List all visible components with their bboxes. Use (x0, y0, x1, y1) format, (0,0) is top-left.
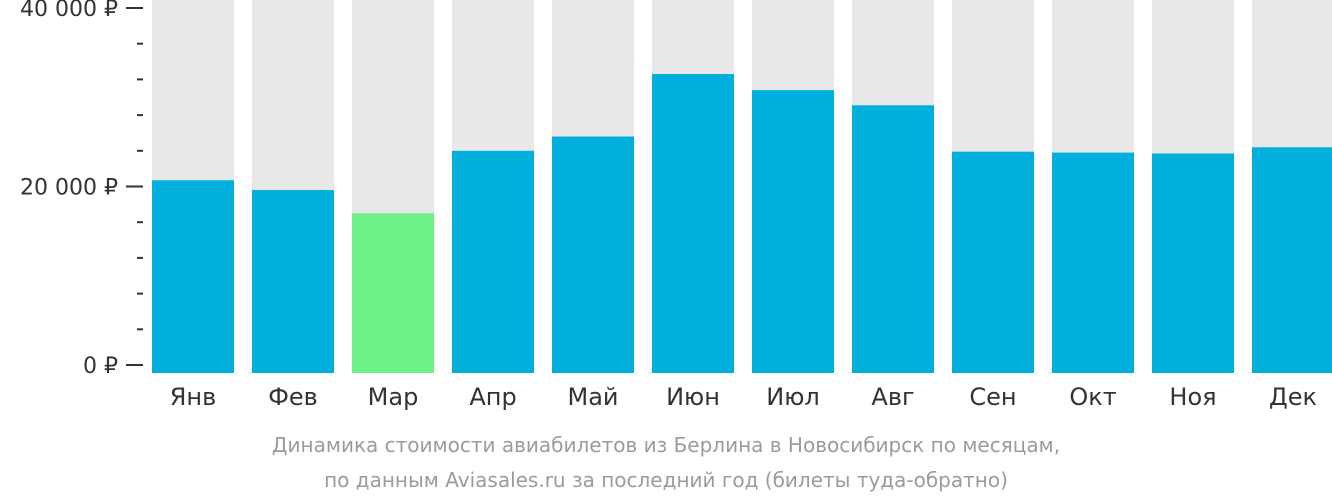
bar (1052, 152, 1134, 373)
bar (1252, 147, 1332, 373)
bar (852, 105, 934, 373)
bar-cheapest (352, 213, 434, 373)
price-bar-chart: 0 ₽ 20 000 ₽ 40 000 ₽ Янв Фев Мар Апр Май Июн Ию… (20, 0, 1332, 411)
bar (552, 136, 634, 373)
bars (152, 0, 1332, 374)
x-tick-label: Окт (1069, 383, 1116, 411)
x-tick-label: Дек (1269, 383, 1317, 411)
x-tick-label: Апр (469, 383, 516, 411)
x-tick-label: Авг (871, 383, 914, 411)
bar (1152, 153, 1234, 373)
x-axis: Янв Фев Мар Апр Май Июн Июл Авг Сен Окт Ноя Дек (170, 383, 1317, 411)
x-tick-label: Ноя (1169, 383, 1216, 411)
y-tick-label: 20 000 ₽ (20, 176, 118, 201)
x-tick-label: Янв (170, 383, 217, 411)
y-axis: 0 ₽ 20 000 ₽ 40 000 ₽ (20, 0, 143, 379)
chart-caption-line-1: Динамика стоимости авиабилетов из Берлин… (271, 433, 1061, 457)
x-tick-label: Мар (368, 383, 419, 411)
chart-caption-line-2: по данным Aviasales.ru за последний год … (324, 468, 1008, 492)
bar (152, 180, 234, 373)
x-tick-label: Сен (969, 383, 1016, 411)
bar (452, 150, 534, 373)
bar (952, 151, 1034, 373)
y-tick-label: 0 ₽ (83, 354, 118, 379)
bar (752, 90, 834, 374)
x-tick-label: Май (567, 383, 618, 411)
bar (652, 74, 734, 374)
bar (252, 190, 334, 373)
x-tick-label: Фев (268, 383, 318, 411)
x-tick-label: Июн (666, 383, 720, 411)
x-tick-label: Июл (766, 383, 820, 411)
y-tick-label: 40 000 ₽ (20, 0, 118, 22)
